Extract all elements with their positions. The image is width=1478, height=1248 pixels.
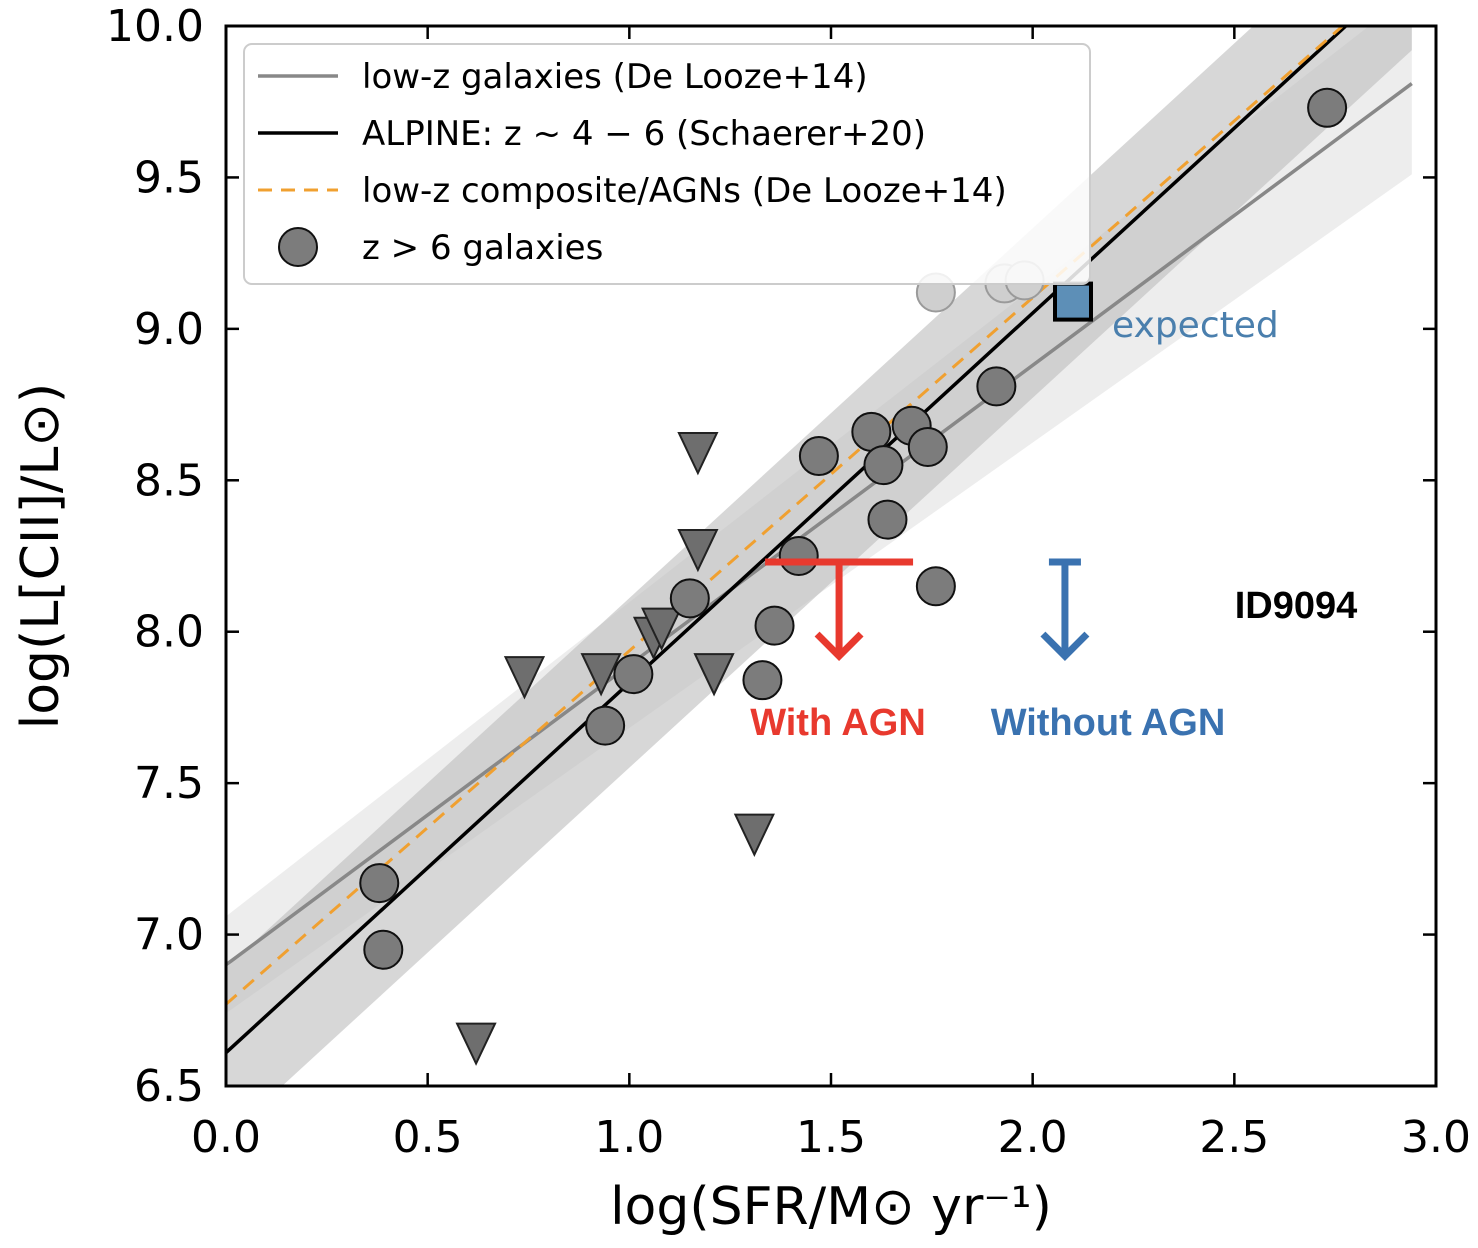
without-agn-arrow-head (1040, 631, 1090, 662)
upper-limit-triangle-0 (455, 1022, 497, 1066)
legend: low-z galaxies (De Looze+14) ALPINE: z ~ … (243, 43, 1091, 285)
galaxy-point-11 (867, 499, 908, 540)
x-tick-label-2: 1.0 (594, 1112, 664, 1163)
upper-limit-triangle-6 (677, 432, 719, 476)
y-tick-label-3: 8.0 (134, 607, 204, 658)
galaxy-point-8 (798, 436, 839, 477)
legend-entry-3: z > 6 galaxies (362, 228, 603, 268)
relation-lines (226, 26, 1413, 1054)
y-tick-label-5: 9.0 (134, 304, 204, 355)
y-tick-label-7: 10.0 (106, 1, 204, 52)
x-axis-label: log(SFR/M⊙ yr⁻¹) (610, 1177, 1052, 1237)
without-agn-label: Without AGN (991, 702, 1226, 744)
upper-limit-triangle-1 (503, 656, 546, 700)
with-agn-arrow-head (814, 631, 864, 662)
galaxy-point-10 (863, 445, 904, 486)
galaxy-point-5 (742, 660, 783, 701)
y-tick-label-6: 9.5 (134, 152, 204, 203)
legend-swatch-galaxy (278, 227, 318, 267)
upper-limit-triangle-5 (677, 528, 719, 573)
x-tick-label-6: 3.0 (1401, 1112, 1471, 1163)
upper-limit-triangle-7 (693, 653, 735, 697)
galaxy-point-6 (754, 605, 795, 646)
legend-entry-2: low-z composite/AGNs (De Looze+14) (362, 171, 1007, 211)
galaxy-point-7 (778, 536, 819, 576)
y-tick-label-1: 7.0 (134, 910, 204, 961)
galaxy-point-0 (359, 863, 400, 904)
x-tick-label-5: 2.5 (1199, 1112, 1269, 1163)
x-tick-label-0: 0.0 (191, 1112, 261, 1163)
x-tick-label-1: 0.5 (393, 1112, 463, 1163)
galaxy-point-1 (363, 929, 404, 970)
galaxy-point-16 (1307, 87, 1348, 128)
x-tick-label-4: 2.0 (998, 1112, 1068, 1163)
y-tick-label-0: 6.5 (134, 1061, 204, 1112)
galaxy-point-2 (585, 705, 626, 746)
relation-line-1 (226, 26, 1349, 1054)
legend-entry-0: low-z galaxies (De Looze+14) (362, 57, 868, 97)
y-tick-label-4: 8.5 (134, 455, 204, 506)
data-markers (359, 87, 1348, 1066)
galaxy-point-15 (976, 366, 1017, 407)
galaxy-point-4 (669, 578, 710, 619)
y-tick-label-2: 7.5 (134, 758, 204, 809)
x-tick-label-3: 1.5 (796, 1112, 866, 1163)
id9094-annotations: With AGN Without AGN ID9094 expected (750, 305, 1357, 744)
galaxy-point-14 (915, 566, 956, 607)
axis-ticks: 0.0 0.5 1.0 1.5 2.0 2.5 3.0 6.5 7.0 7.5 8.0 8.5 9.0 9… (106, 1, 1471, 1163)
galaxy-point-3 (613, 654, 654, 695)
upper-limit-triangle-4 (641, 607, 683, 652)
expected-square (1053, 281, 1093, 322)
upper-limit-triangle-8 (733, 813, 775, 857)
galaxy-point-13 (907, 426, 948, 467)
galaxy-point-9 (851, 411, 892, 452)
band-1 (226, 26, 1412, 1086)
legend-entry-1: ALPINE: z ~ 4 − 6 (Schaerer+20) (362, 114, 926, 154)
legend-box (243, 43, 1091, 285)
relation-line-2 (226, 26, 1345, 1006)
id9094-label: ID9094 (1235, 585, 1358, 627)
expected-label: expected (1112, 305, 1279, 346)
upper-limit-triangle-2 (580, 653, 622, 697)
relation-line-0 (226, 82, 1413, 967)
y-axis-label: log(L[CII]/L⊙) (11, 383, 71, 729)
with-agn-label: With AGN (750, 702, 926, 744)
confidence-bands (226, 26, 1412, 1086)
